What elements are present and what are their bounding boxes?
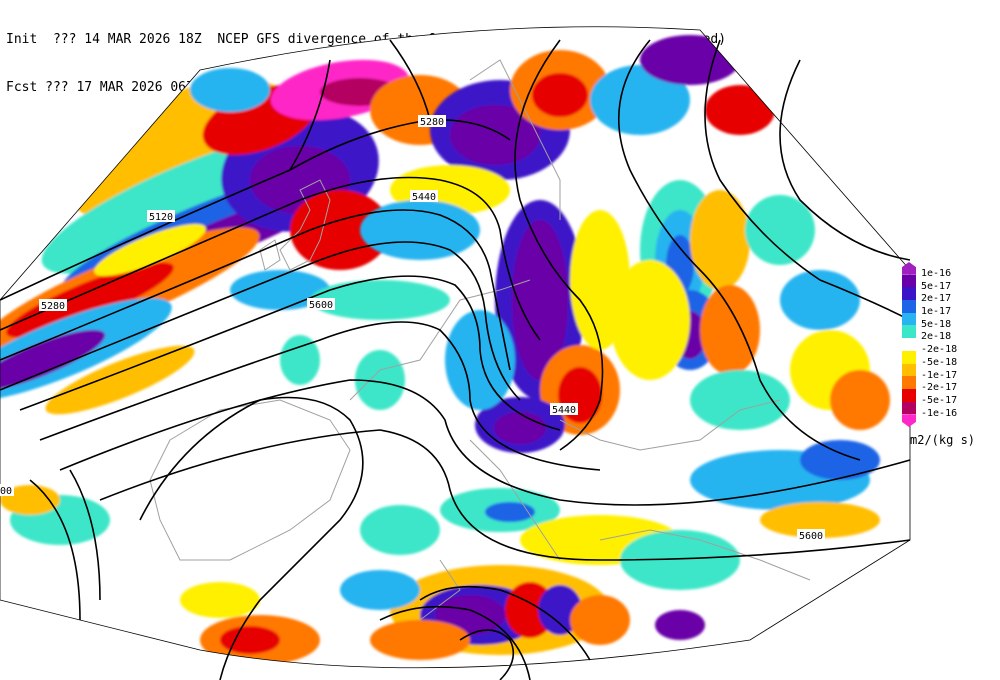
height-contours <box>0 39 911 680</box>
legend-row: -1e-16 <box>902 401 998 419</box>
legend-row: 2e-18 <box>902 325 998 342</box>
color-legend: 1e-16 5e-17 2e-17 1e-17 5e-18 2e-18 -2e-18 -5e-… <box>902 262 998 427</box>
legend-row: -5e-18 <box>902 350 998 368</box>
legend-level-label: -2e-18 <box>921 344 958 356</box>
legend-row: 1e-16 <box>902 262 998 279</box>
contour-labels: 5280 5440 5120 5600 5280 5440 5600 00 <box>0 115 825 542</box>
legend-level-label: 1e-16 <box>921 268 952 279</box>
legend-level-label: -2e-17 <box>921 382 958 394</box>
contour-label: 5440 <box>412 192 436 203</box>
contour-label: 5120 <box>149 212 173 223</box>
contour-label: 5280 <box>420 117 444 128</box>
legend-level-label: 2e-17 <box>921 293 952 305</box>
legend-row: -2e-17 <box>902 376 998 393</box>
legend-level-label: -1e-16 <box>921 407 958 419</box>
legend-level-label: 5e-17 <box>921 280 952 292</box>
legend-swatch <box>902 414 916 427</box>
contour-label: 5280 <box>41 301 65 312</box>
legend-level-label: 1e-17 <box>921 306 952 318</box>
legend-swatch <box>902 300 916 313</box>
coastlines <box>149 59 811 621</box>
legend-row <box>902 414 998 427</box>
contour-label: 5440 <box>552 405 576 416</box>
legend-swatch <box>902 325 916 339</box>
legend-swatch <box>902 312 916 326</box>
map-domain-border <box>0 26 911 669</box>
legend-swatch <box>902 350 916 364</box>
legend-swatch <box>902 376 916 389</box>
trough-band <box>445 200 630 453</box>
legend-swatch <box>902 338 916 351</box>
legend-swatch <box>902 262 916 275</box>
legend-level-label: -5e-18 <box>921 356 958 368</box>
legend-swatch <box>902 274 916 288</box>
contour-label: 5600 <box>799 531 823 542</box>
legend-swatch <box>902 363 916 377</box>
legend-level-label: -5e-17 <box>921 394 958 406</box>
legend-row: 1e-17 <box>902 300 998 317</box>
scandinavia-streak <box>310 35 775 320</box>
contour-label: 5600 <box>309 300 333 311</box>
eastern-features <box>610 180 890 538</box>
legend-row: 5e-18 <box>902 312 998 330</box>
legend-swatch <box>902 401 916 415</box>
legend-swatch <box>902 388 916 402</box>
contour-label: 00 <box>0 486 12 497</box>
legend-row: 5e-17 <box>902 274 998 292</box>
legend-row: 2e-17 <box>902 287 998 304</box>
southern-features <box>0 335 740 665</box>
legend-swatch <box>902 287 916 301</box>
legend-level-label: 2e-18 <box>921 331 952 343</box>
legend-row: -2e-18 <box>902 338 998 355</box>
legend-level-label: 5e-18 <box>921 318 952 330</box>
legend-level-label: -1e-17 <box>921 369 958 381</box>
legend-row: -1e-17 <box>902 363 998 381</box>
legend-row: -5e-17 <box>902 388 998 406</box>
legend-units: m2/(kg s) <box>910 433 976 447</box>
